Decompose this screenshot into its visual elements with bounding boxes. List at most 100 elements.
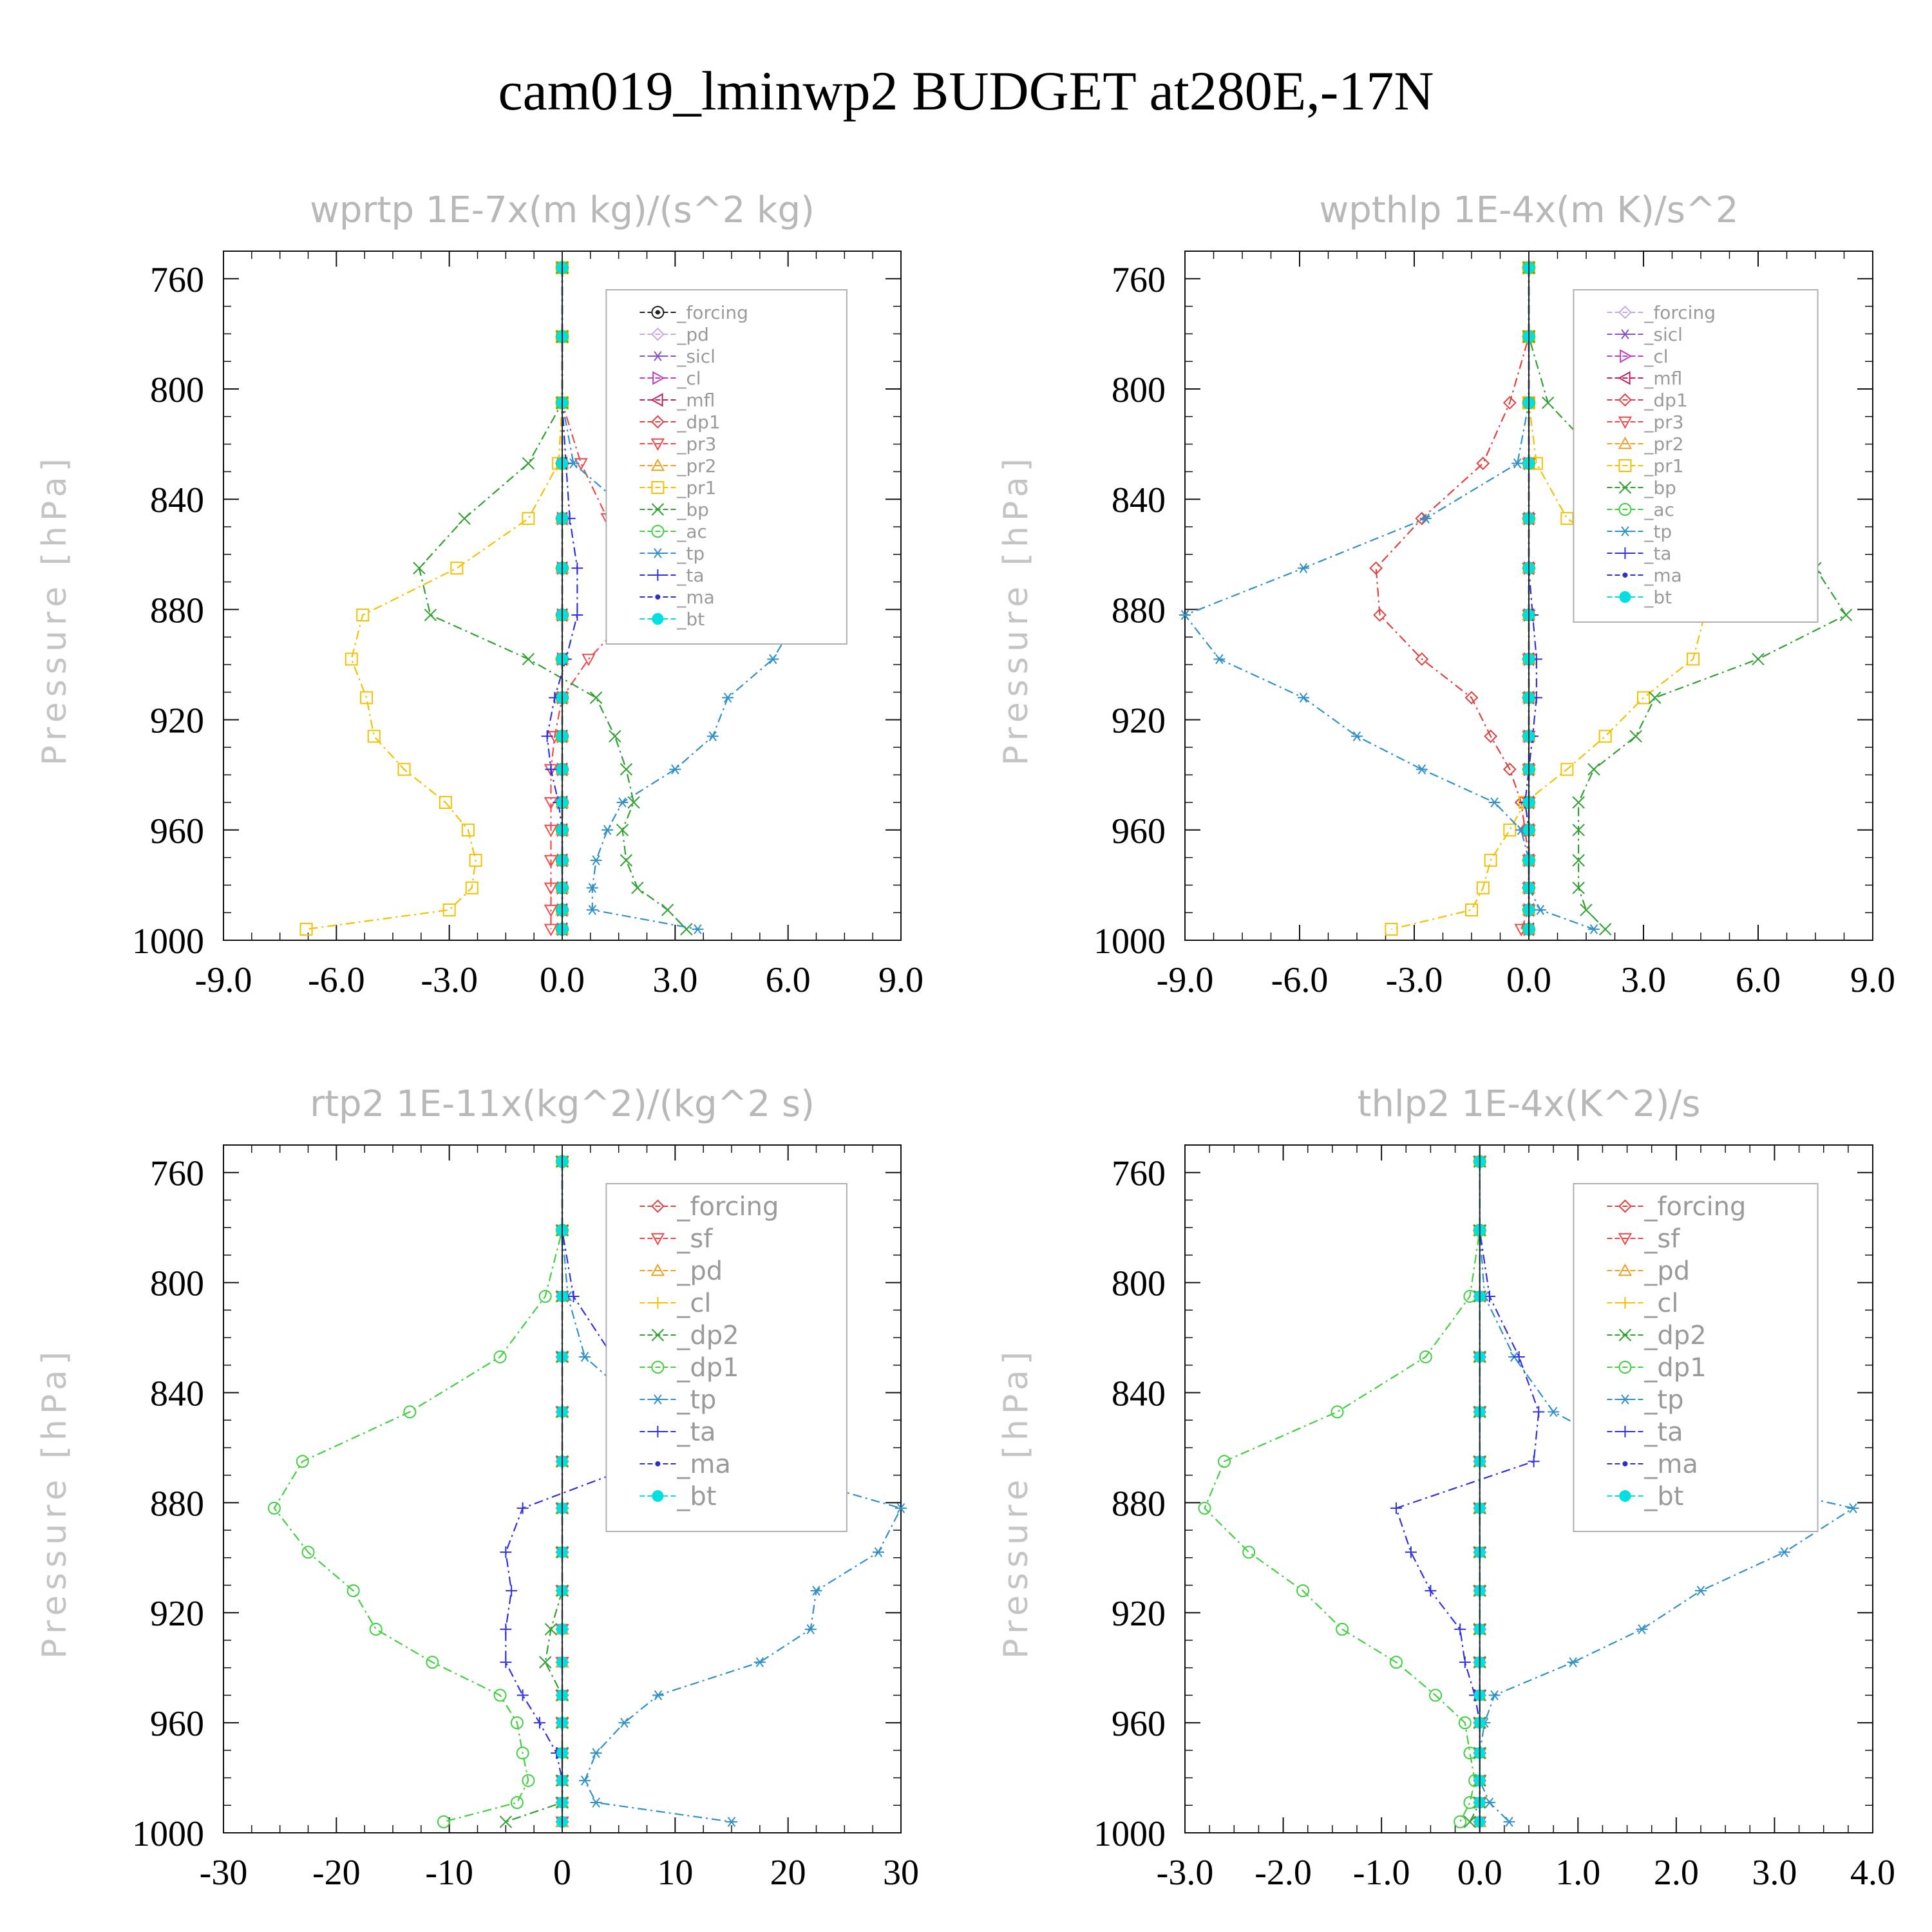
data-point [1465, 903, 1478, 916]
x-tick-label: -1.0 [1353, 1853, 1410, 1893]
data-point [722, 692, 734, 703]
legend-marker [650, 415, 665, 429]
data-point [582, 654, 596, 667]
legend-label: _cl [676, 1289, 711, 1318]
data-point [1336, 1622, 1349, 1636]
y-tick-label: 1000 [132, 1814, 204, 1854]
x-tick-label: -3.0 [1157, 1853, 1214, 1893]
data-point [500, 1623, 512, 1635]
legend-marker [652, 1297, 664, 1309]
figure-title: cam019_lminwp2 BUDGET at280E,-17N [498, 60, 1434, 122]
y-tick-label: 880 [150, 1484, 204, 1524]
data-point [1213, 654, 1226, 665]
data-point [360, 691, 374, 705]
y-axis-label: Pressure [hPa] [997, 1347, 1036, 1659]
data-point [1587, 924, 1600, 934]
x-tick-label: 9.0 [1850, 960, 1895, 1000]
data-point [1297, 563, 1309, 573]
data-point [1373, 608, 1387, 622]
legend-label: _cl [1643, 1289, 1678, 1318]
data-point [1572, 796, 1585, 809]
data-point [1503, 1817, 1515, 1827]
legend-label: _ta [1643, 1417, 1683, 1447]
data-point [1572, 824, 1585, 837]
legend-marker [1619, 591, 1631, 603]
data-point [1778, 1547, 1790, 1558]
data-point [589, 691, 603, 705]
legend-marker [651, 481, 665, 494]
data-point [567, 1290, 580, 1302]
x-tick-label: -3.0 [421, 960, 478, 1000]
legend-label: _ma [1643, 565, 1681, 586]
legend-marker [1620, 349, 1633, 363]
data-point [1425, 1585, 1437, 1597]
data-point [601, 825, 614, 835]
legend-marker [652, 1426, 664, 1437]
data-point [579, 1352, 591, 1362]
legend-marker [652, 548, 664, 558]
data-point [1629, 730, 1642, 743]
data-point [804, 1624, 817, 1634]
y-tick-label: 960 [150, 811, 204, 851]
data-point [345, 652, 358, 666]
legend-label: _sicl [1643, 324, 1683, 345]
panels: wprtp 1E-7x(m kg)/(s^2 kg) Pressure [hPa]… [35, 189, 1895, 1893]
legend-marker [1619, 1426, 1631, 1437]
legend-label: _forcing [676, 1192, 779, 1222]
data-point [1297, 692, 1309, 703]
y-tick-label: 1000 [132, 922, 204, 961]
data-point [1369, 561, 1383, 575]
legend-label: _bt [1643, 1482, 1683, 1511]
data-point [1419, 513, 1432, 524]
data-point [1587, 762, 1600, 776]
data-point [1218, 1455, 1231, 1468]
legend-label: _bt [676, 1482, 716, 1511]
data-point [586, 905, 598, 915]
data-point [301, 1546, 315, 1559]
y-tick-label: 840 [150, 1374, 204, 1414]
legend-marker [1618, 1263, 1633, 1276]
series-line-pr1 [1391, 267, 1706, 930]
data-point [609, 730, 621, 743]
legend-box [605, 1183, 848, 1532]
x-tick-label: 20 [770, 1853, 806, 1893]
data-point [1548, 1406, 1560, 1417]
data-point [493, 1350, 507, 1363]
y-tick-label: 840 [1112, 1374, 1166, 1414]
x-tick-label: 30 [883, 1853, 919, 1893]
legend-label: _bt [1643, 587, 1672, 608]
data-point [544, 882, 558, 895]
legend-label: _pd [676, 324, 709, 345]
data-point [510, 1716, 524, 1730]
x-tick-label: -30 [200, 1853, 248, 1893]
legend-marker [1618, 1233, 1633, 1246]
y-tick-label: 1000 [1094, 922, 1166, 961]
x-tick-label: -6.0 [1271, 960, 1329, 1000]
data-point [1458, 1716, 1472, 1730]
data-point [413, 562, 426, 574]
data-point [469, 853, 482, 867]
data-point [545, 763, 557, 775]
legend-marker [650, 393, 663, 407]
x-tick-label: -20 [312, 1853, 361, 1893]
series-line-bp [418, 267, 687, 930]
data-point [450, 562, 464, 575]
data-point [1484, 729, 1498, 743]
series-line-pr1 [306, 267, 564, 930]
series-line-dp1 [273, 1161, 564, 1823]
data-point [669, 764, 681, 775]
data-point [620, 854, 633, 867]
data-point [544, 855, 558, 867]
x-tick-label: 9.0 [878, 960, 923, 1000]
legend-marker [651, 503, 665, 516]
legend-marker [651, 525, 665, 538]
legend-label: _pr1 [1643, 455, 1683, 477]
legend-label: _ma [676, 587, 714, 608]
series-line-dp1 [1375, 267, 1530, 929]
y-tick-label: 840 [1112, 480, 1166, 520]
data-point [522, 652, 535, 666]
data-point [631, 881, 644, 895]
legend-marker [651, 1361, 665, 1374]
data-point [1419, 1350, 1432, 1363]
